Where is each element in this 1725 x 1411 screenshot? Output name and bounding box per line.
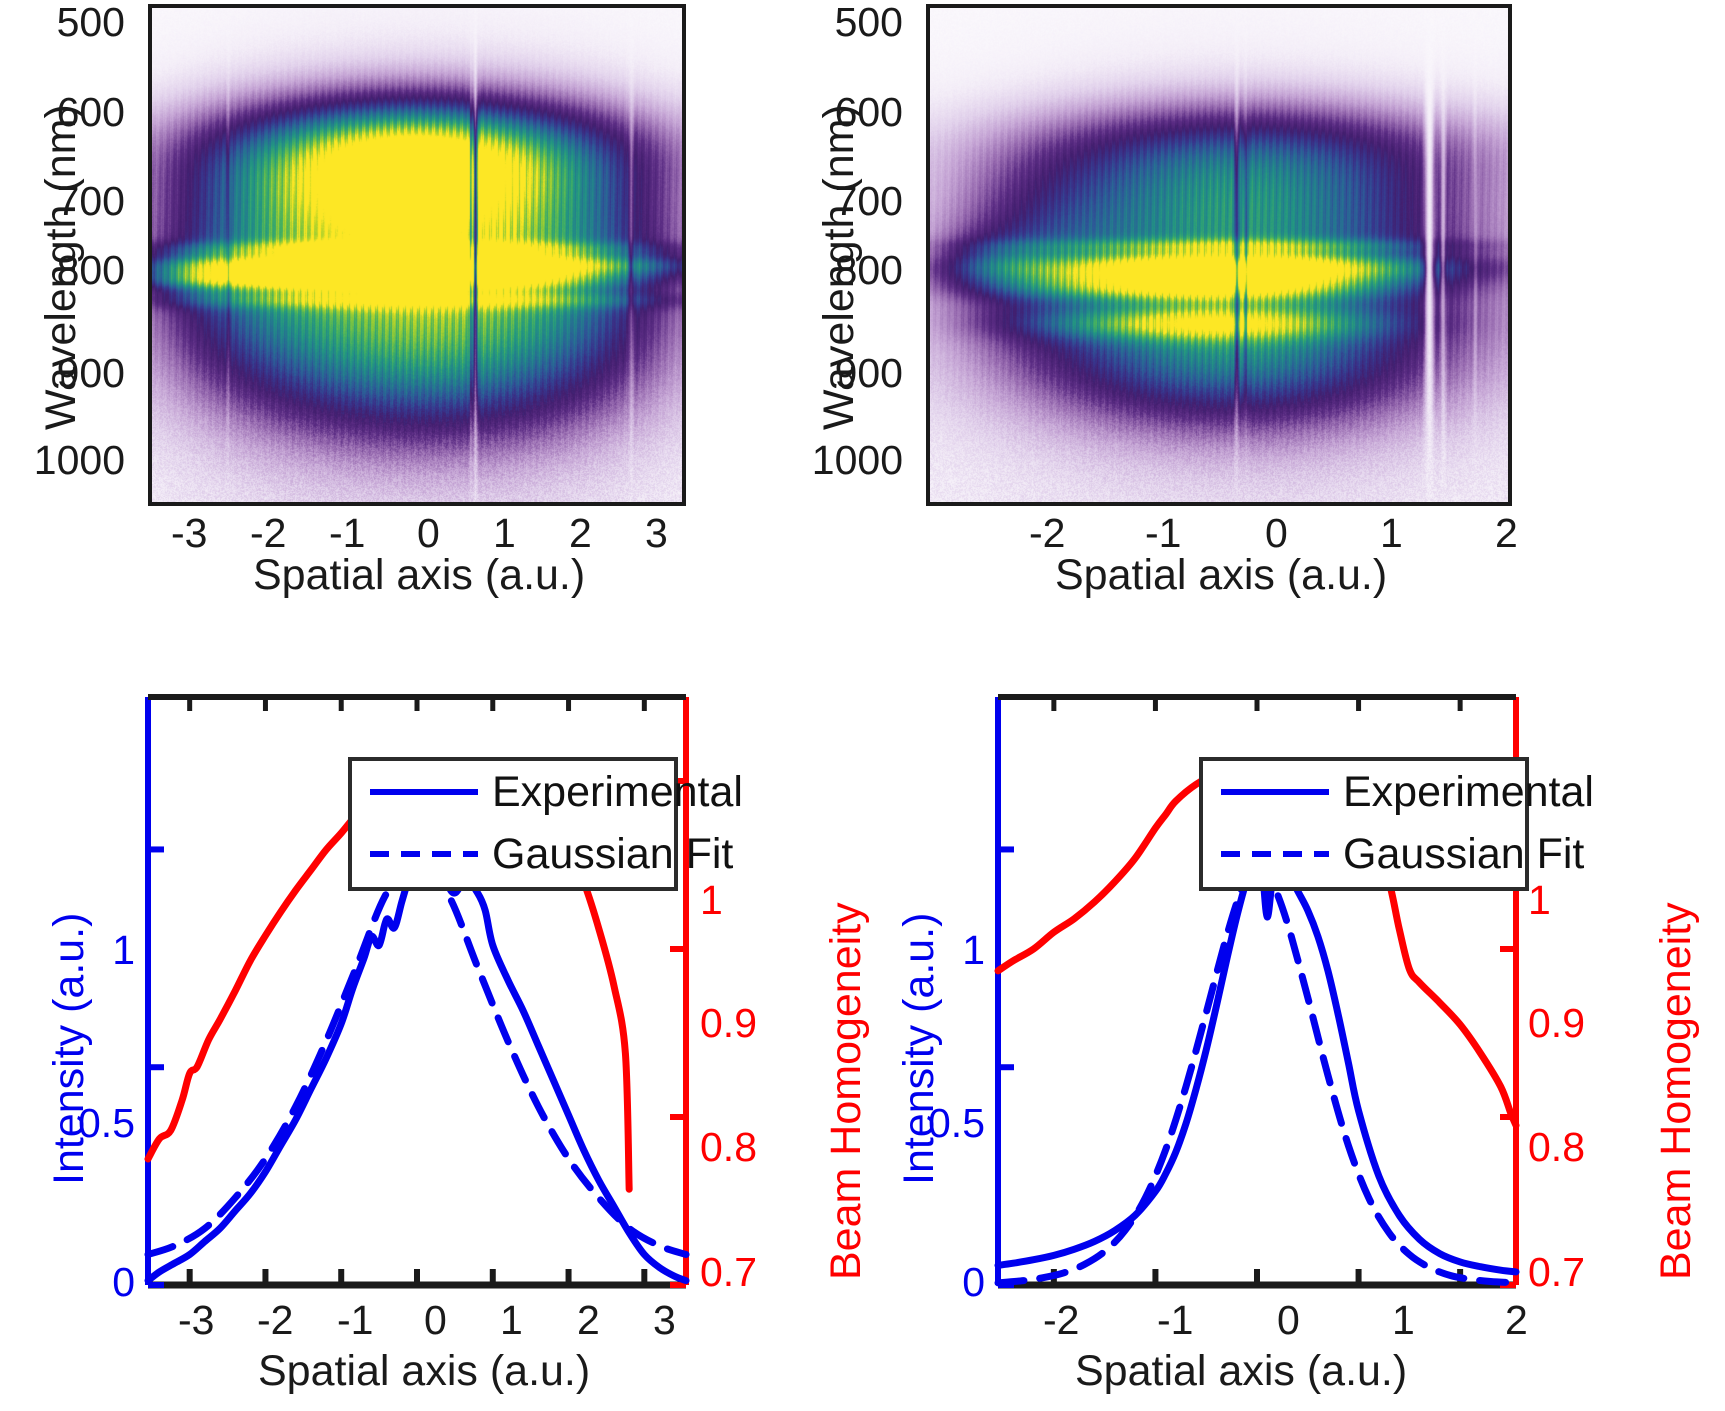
top-left-ytick-1: 600 xyxy=(56,89,125,135)
top-right-xtick-0: -2 xyxy=(1029,510,1066,556)
series-gaussian-fit xyxy=(144,859,690,1259)
top-left-xtick-6: 3 xyxy=(645,510,668,556)
top-right-xtick-4: 2 xyxy=(1495,510,1518,556)
top-right-ytick-3: 800 xyxy=(834,247,903,293)
bottom-left-y2tick-3: 1 xyxy=(700,877,723,923)
bottom-right-xtick-3: 1 xyxy=(1392,1297,1415,1343)
top-left-xtick-5: 2 xyxy=(569,510,592,556)
top-right-xtick-1: -1 xyxy=(1145,510,1182,556)
bottom-left-xtick-2: -1 xyxy=(337,1297,374,1343)
heatmap-top-left xyxy=(148,4,686,506)
bottom-left-xlabel: Spatial axis (a.u.) xyxy=(258,1347,591,1395)
top-right-xtick-3: 1 xyxy=(1380,510,1403,556)
top-left-ytick-5: 1000 xyxy=(33,437,125,483)
bottom-left-xtick-0: -3 xyxy=(178,1297,215,1343)
legend-label-gaussian-fit: Gaussian Fit xyxy=(1343,829,1585,878)
bottom-left-plot-svg xyxy=(144,694,690,1289)
dashed-line-icon xyxy=(1221,842,1329,866)
bottom-right-y2tick-3: 1 xyxy=(1528,877,1551,923)
top-right-ytick-4: 900 xyxy=(834,350,903,396)
top-right-xlabel: Spatial axis (a.u.) xyxy=(1055,551,1388,599)
top-left-xtick-2: -1 xyxy=(329,510,366,556)
top-left-xtick-1: -2 xyxy=(250,510,287,556)
bottom-left-ytick-1: 0.5 xyxy=(78,1100,135,1146)
top-left-ytick-4: 900 xyxy=(56,350,125,396)
bottom-right-ytick-2: 1 xyxy=(962,927,985,973)
legend-bottom-left: Experimental Gaussian Fit xyxy=(348,757,743,891)
bottom-right-xtick-2: 0 xyxy=(1277,1297,1300,1343)
bottom-right-xtick-0: -2 xyxy=(1043,1297,1080,1343)
legend-label-experimental: Experimental xyxy=(1343,767,1594,816)
top-right-ytick-5: 1000 xyxy=(811,437,903,483)
bottom-left-xtick-3: 0 xyxy=(424,1297,447,1343)
solid-line-icon xyxy=(1221,780,1329,804)
top-right-ytick-1: 600 xyxy=(834,89,903,135)
bottom-right-y2tick-2: 0.9 xyxy=(1528,1000,1585,1046)
bottom-right-plot-svg xyxy=(994,694,1520,1289)
bottom-left-y2tick-0: 0.7 xyxy=(700,1249,757,1295)
bottom-left-ytick-2: 1 xyxy=(112,927,135,973)
top-left-ytick-0: 500 xyxy=(56,0,125,45)
bottom-right-ytick-1: 0.5 xyxy=(928,1100,985,1146)
legend-row-experimental[interactable]: Experimental xyxy=(352,761,743,823)
bottom-right-ytick-0: 0 xyxy=(962,1259,985,1305)
dashed-line-icon xyxy=(370,842,478,866)
legend-row-gaussian-fit[interactable]: Gaussian Fit xyxy=(352,823,733,885)
heatmap-top-right-canvas xyxy=(930,8,1508,502)
solid-line-icon xyxy=(370,780,478,804)
top-right-ytick-0: 500 xyxy=(834,0,903,45)
bottom-right-y2tick-0: 0.7 xyxy=(1528,1249,1585,1295)
bottom-left-ytick-0: 0 xyxy=(112,1259,135,1305)
top-left-xlabel: Spatial axis (a.u.) xyxy=(253,551,586,599)
bottom-right-xtick-1: -1 xyxy=(1157,1297,1194,1343)
bottom-left-y2tick-1: 0.8 xyxy=(700,1124,757,1170)
bottom-left-xtick-4: 1 xyxy=(500,1297,523,1343)
top-left-ytick-3: 800 xyxy=(56,247,125,293)
top-right-xtick-2: 0 xyxy=(1265,510,1288,556)
bottom-right-xlabel: Spatial axis (a.u.) xyxy=(1075,1347,1408,1395)
bottom-right-y2label: Beam Homogeneity xyxy=(1652,902,1700,1280)
top-left-xtick-0: -3 xyxy=(171,510,208,556)
legend-label-experimental: Experimental xyxy=(492,767,743,816)
top-right-ytick-2: 700 xyxy=(834,178,903,224)
top-left-ytick-2: 700 xyxy=(56,178,125,224)
bottom-left-xtick-6: 3 xyxy=(653,1297,676,1343)
top-left-xtick-4: 1 xyxy=(493,510,516,556)
legend-row-gaussian-fit[interactable]: Gaussian Fit xyxy=(1203,823,1584,885)
series-experimental xyxy=(144,845,690,1285)
legend-bottom-right: Experimental Gaussian Fit xyxy=(1199,757,1594,891)
heatmap-top-left-canvas xyxy=(152,8,682,502)
bottom-left-xtick-1: -2 xyxy=(257,1297,294,1343)
legend-row-experimental[interactable]: Experimental xyxy=(1203,761,1594,823)
legend-label-gaussian-fit: Gaussian Fit xyxy=(492,829,734,878)
bottom-left-y2tick-2: 0.9 xyxy=(700,1000,757,1046)
top-left-xtick-3: 0 xyxy=(417,510,440,556)
bottom-left-xtick-5: 2 xyxy=(577,1297,600,1343)
bottom-right-xtick-4: 2 xyxy=(1505,1297,1528,1343)
heatmap-top-right xyxy=(926,4,1512,506)
bottom-right-y2tick-1: 0.8 xyxy=(1528,1124,1585,1170)
series-gaussian-fit xyxy=(994,852,1520,1287)
